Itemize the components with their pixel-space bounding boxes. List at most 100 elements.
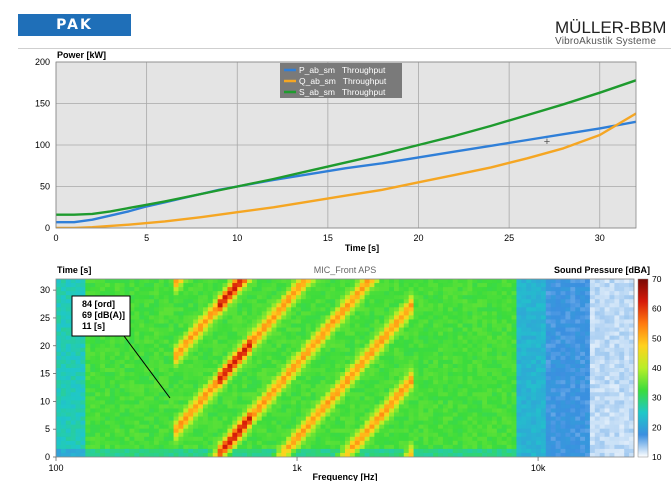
spectrogram-cell: [281, 331, 287, 337]
spectrogram-cell: [349, 351, 356, 357]
spectrogram-cell: [70, 440, 77, 446]
spectrogram-cell: [232, 299, 238, 304]
spectrogram-cell: [594, 287, 601, 292]
spectrogram-cell: [585, 432, 591, 438]
spectrogram-cell: [438, 319, 444, 325]
spectrogram-cell: [129, 311, 135, 317]
spectrogram-cell: [379, 307, 385, 312]
spectrogram-cell: [506, 432, 513, 438]
spectrogram-cell: [526, 400, 532, 406]
spectrogram-cell: [305, 368, 312, 373]
spectrogram-cell: [129, 323, 135, 329]
spectrogram-cell: [149, 452, 155, 457]
spectrogram-cell: [95, 440, 101, 446]
spectrogram-cell: [188, 384, 194, 389]
spectrogram-cell: [144, 331, 150, 337]
spectrogram-cell: [232, 315, 238, 321]
spectrogram-cell: [511, 347, 518, 353]
spectrogram-cell: [374, 327, 380, 333]
spectrogram-cell: [158, 311, 165, 317]
spectrogram-cell: [516, 384, 522, 389]
spectrogram-cell: [168, 400, 175, 406]
spectrogram-cell: [594, 388, 601, 393]
spectrogram-cell: [511, 436, 518, 442]
spectrogram-cell: [531, 311, 537, 317]
spectrogram-cell: [594, 420, 601, 426]
spectrogram-cell: [124, 355, 131, 361]
spectrogram-cell: [80, 351, 86, 357]
spectrogram-cell: [570, 347, 576, 353]
spectrogram-cell: [452, 380, 459, 385]
spectrogram-cell: [560, 323, 567, 329]
spectrogram-cell: [516, 400, 522, 406]
spectrogram-cell: [139, 440, 145, 446]
spectrogram-cell: [153, 331, 160, 337]
spectrogram-cell: [457, 327, 464, 333]
spectrogram-cell: [251, 287, 258, 292]
spectrogram-cell: [202, 384, 209, 389]
spectrogram-cell: [526, 440, 532, 446]
spectrogram-cell: [340, 363, 346, 369]
spectrogram-cell: [487, 404, 493, 410]
spectrogram-cell: [452, 279, 459, 284]
spectrogram-cell: [266, 279, 273, 284]
spectrogram-cell: [109, 343, 116, 349]
spectrogram-cell: [575, 400, 581, 406]
spectrogram-cell: [369, 331, 375, 337]
spectrogram-cell: [589, 436, 596, 442]
spectrogram-cell: [149, 448, 155, 454]
spectrogram-cell: [398, 287, 405, 292]
spectrogram-cell: [359, 412, 366, 418]
spectrogram-cell: [291, 376, 297, 381]
spectrogram-cell: [359, 396, 366, 401]
spectrogram-cell: [266, 392, 273, 397]
spectrogram-cell: [575, 335, 581, 341]
spectrogram-cell: [202, 295, 209, 300]
spectrogram-cell: [521, 424, 527, 430]
spectrogram-cell: [173, 319, 180, 325]
spectrogram-cell: [354, 444, 361, 450]
spectrogram-cell: [575, 404, 581, 410]
spectrogram-cell: [305, 404, 312, 410]
spectrogram-cell: [462, 287, 469, 292]
spectrogram-cell: [413, 400, 420, 406]
spectrogram-cell: [168, 291, 175, 296]
spectrogram-cell: [477, 372, 483, 377]
spectrogram-cell: [149, 287, 155, 292]
spectrogram-cell: [438, 436, 444, 442]
spectrogram-cell: [354, 416, 361, 422]
spectrogram-cell: [315, 335, 322, 341]
spectrogram-cell: [227, 359, 233, 365]
spectrogram-cell: [193, 359, 199, 365]
spectrogram-cell: [433, 416, 439, 422]
spectrogram-cell: [330, 327, 336, 333]
spectrogram-cell: [168, 408, 175, 414]
spectrogram-cell: [389, 315, 395, 321]
spectrogram-cell: [335, 444, 341, 450]
spectrogram-cell: [65, 347, 72, 353]
spectrogram-cell: [428, 368, 434, 373]
spectrogram-cell: [545, 355, 552, 361]
spectrogram-cell: [291, 327, 297, 333]
spectrogram-cell: [202, 299, 209, 304]
spectrogram-cell: [462, 359, 469, 365]
spectrogram-cell: [491, 307, 498, 312]
spectrogram-cell: [384, 351, 390, 357]
spectrogram-cell: [594, 448, 601, 454]
spectrogram-cell: [511, 384, 518, 389]
spectrogram-cell: [227, 291, 233, 296]
spectrogram-cell: [310, 283, 317, 288]
spectrogram-cell: [482, 396, 488, 401]
spectrogram-cell: [340, 299, 346, 304]
spectrogram-cell: [153, 384, 160, 389]
spectrogram-cell: [506, 359, 513, 365]
spectrogram-cell: [158, 404, 165, 410]
spectrogram-cell: [281, 444, 287, 450]
spectrogram-cell: [555, 315, 562, 321]
spectrogram-cell: [423, 291, 429, 296]
spectrogram-cell: [114, 424, 121, 430]
spectrogram-cell: [271, 404, 278, 410]
spectrogram-cell: [198, 452, 204, 457]
spectrogram-cell: [585, 372, 591, 377]
